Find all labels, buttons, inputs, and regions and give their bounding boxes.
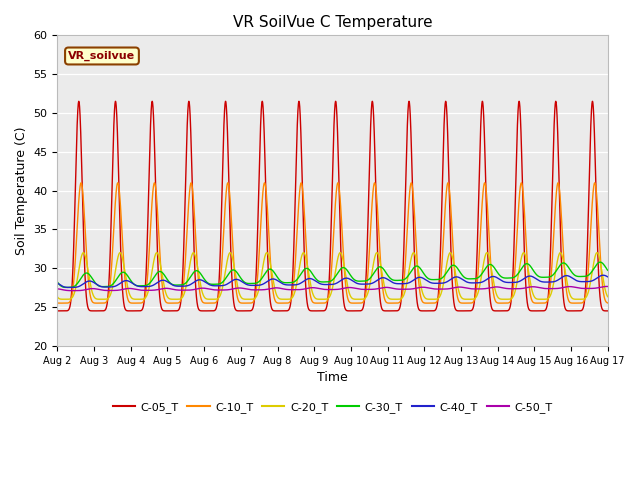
C-30_T xyxy=(596,259,604,265)
C-50_T xyxy=(604,284,611,289)
C-50_T xyxy=(152,287,160,293)
C-40_T xyxy=(456,275,464,281)
C-30_T xyxy=(456,269,464,275)
C-10_T xyxy=(153,194,161,200)
Y-axis label: Soil Temperature (C): Soil Temperature (C) xyxy=(15,126,28,255)
C-40_T xyxy=(312,278,320,284)
Line: C-50_T: C-50_T xyxy=(58,287,607,290)
X-axis label: Time: Time xyxy=(317,371,348,384)
C-50_T xyxy=(602,284,610,289)
C-20_T xyxy=(604,294,611,300)
C-05_T xyxy=(426,308,433,314)
C-20_T xyxy=(456,292,464,298)
C-50_T xyxy=(426,285,433,291)
C-20_T xyxy=(487,265,495,271)
C-30_T xyxy=(604,266,611,272)
C-20_T xyxy=(312,296,320,301)
C-20_T xyxy=(54,294,61,300)
C-10_T xyxy=(487,268,495,274)
C-50_T xyxy=(487,285,495,290)
C-40_T xyxy=(604,274,611,280)
C-10_T xyxy=(312,300,320,306)
Line: C-30_T: C-30_T xyxy=(58,262,607,288)
C-40_T xyxy=(54,280,61,286)
C-30_T xyxy=(54,279,61,285)
C-30_T xyxy=(312,276,320,282)
Line: C-10_T: C-10_T xyxy=(58,183,607,303)
C-30_T xyxy=(152,271,160,276)
C-10_T xyxy=(54,300,61,306)
Line: C-40_T: C-40_T xyxy=(58,275,607,288)
C-30_T xyxy=(62,285,70,290)
Legend: C-05_T, C-10_T, C-20_T, C-30_T, C-40_T, C-50_T: C-05_T, C-10_T, C-20_T, C-30_T, C-40_T, … xyxy=(108,398,557,418)
Line: C-20_T: C-20_T xyxy=(58,252,607,299)
C-05_T xyxy=(312,308,320,314)
C-50_T xyxy=(604,284,611,289)
C-05_T xyxy=(153,218,161,224)
C-10_T xyxy=(604,300,611,306)
C-10_T xyxy=(604,300,611,306)
C-05_T xyxy=(604,308,611,314)
C-05_T xyxy=(56,308,64,314)
Text: VR_soilvue: VR_soilvue xyxy=(68,51,136,61)
C-10_T xyxy=(77,180,85,186)
C-30_T xyxy=(487,262,495,267)
C-40_T xyxy=(152,280,160,286)
C-30_T xyxy=(426,276,433,282)
Title: VR SoilVue C Temperature: VR SoilVue C Temperature xyxy=(233,15,433,30)
C-40_T xyxy=(599,272,607,278)
C-05_T xyxy=(487,303,495,309)
C-40_T xyxy=(604,274,611,279)
C-50_T xyxy=(312,285,320,291)
C-20_T xyxy=(426,296,433,302)
C-10_T xyxy=(456,300,464,305)
C-50_T xyxy=(456,284,464,290)
C-40_T xyxy=(65,285,73,290)
C-20_T xyxy=(153,250,161,256)
C-30_T xyxy=(604,267,611,273)
C-40_T xyxy=(487,274,495,280)
C-40_T xyxy=(426,279,433,285)
C-20_T xyxy=(604,293,611,299)
C-05_T xyxy=(54,308,61,314)
C-50_T xyxy=(68,288,76,293)
C-05_T xyxy=(75,98,83,104)
C-10_T xyxy=(59,300,67,306)
C-50_T xyxy=(54,286,61,292)
C-10_T xyxy=(426,300,433,306)
C-05_T xyxy=(456,308,464,314)
C-20_T xyxy=(79,250,87,255)
C-20_T xyxy=(61,296,69,302)
Line: C-05_T: C-05_T xyxy=(58,101,607,311)
C-05_T xyxy=(604,308,611,314)
